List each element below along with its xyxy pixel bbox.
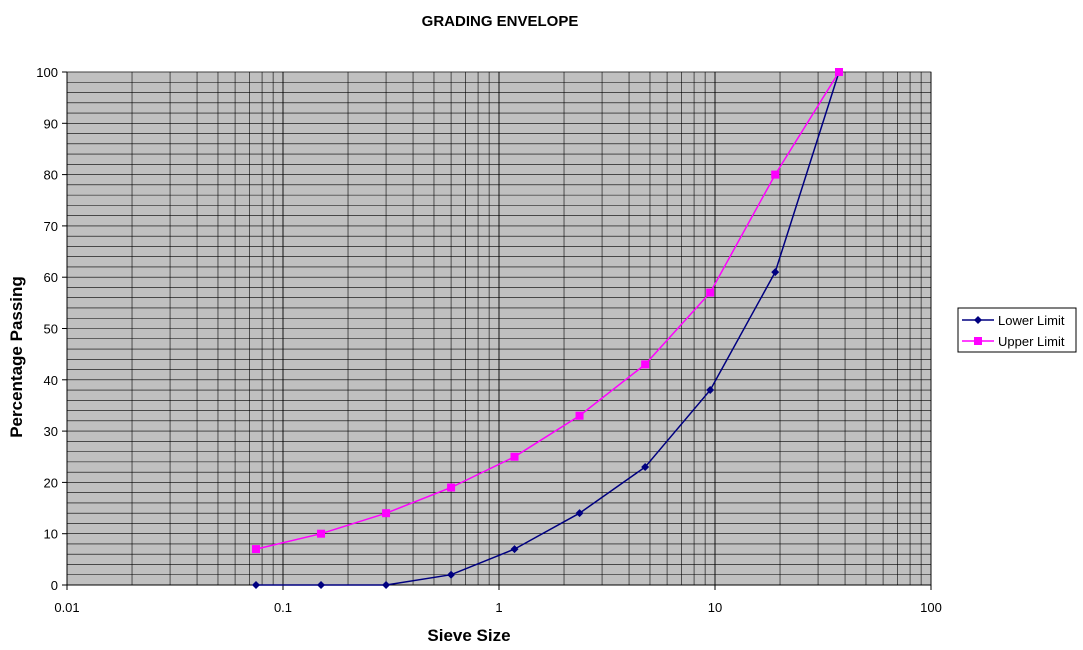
data-point-upper-limit [834, 68, 843, 76]
axis-ticks: 0 10 20 30 40 50 60 70 80 90 100 0.01 0.1 1 10 100 [36, 65, 942, 615]
legend: Lower Limit Upper Limit [957, 307, 1077, 353]
y-axis-title: Percentage Passing [7, 276, 26, 438]
y-tick-label: 20 [44, 475, 58, 490]
x-tick-label: 1 [495, 600, 502, 615]
data-point-upper-limit [771, 170, 780, 179]
legend-item-lower-limit: Lower Limit [962, 313, 1065, 328]
legend-label-upper-limit: Upper Limit [998, 334, 1065, 349]
y-tick-label: 100 [36, 65, 58, 80]
series-upper-limit [252, 68, 843, 554]
legend-marker-upper-limit [974, 337, 982, 345]
series-layer [252, 68, 843, 589]
legend-marker-lower-limit [974, 316, 982, 324]
x-tick-label: 0.1 [274, 600, 292, 615]
data-point-upper-limit [317, 529, 326, 538]
data-point-upper-limit [641, 360, 650, 369]
chart-title: GRADING ENVELOPE [422, 13, 579, 30]
series-line-lower-limit [256, 71, 840, 586]
x-tick-label: 10 [708, 600, 722, 615]
x-axis-title: Sieve Size [427, 626, 510, 645]
x-tick-label: 100 [920, 600, 942, 615]
y-tick-label: 10 [44, 527, 58, 542]
data-point-lower-limit [771, 268, 780, 277]
data-point-upper-limit [447, 483, 456, 492]
data-point-upper-limit [706, 288, 715, 297]
y-tick-label: 0 [51, 578, 58, 593]
y-tick-label: 50 [44, 322, 58, 337]
y-tick-label: 30 [44, 424, 58, 439]
legend-label-lower-limit: Lower Limit [998, 313, 1065, 328]
data-point-lower-limit [382, 581, 391, 589]
data-point-lower-limit [252, 581, 261, 589]
data-point-lower-limit [317, 581, 326, 589]
y-tick-label: 90 [44, 116, 58, 131]
data-point-lower-limit [641, 463, 650, 472]
data-point-upper-limit [252, 545, 261, 554]
legend-item-upper-limit: Upper Limit [962, 334, 1065, 349]
y-tick-label: 40 [44, 373, 58, 388]
data-point-lower-limit [575, 509, 584, 518]
x-tick-label: 0.01 [54, 600, 79, 615]
y-tick-label: 70 [44, 219, 58, 234]
data-point-lower-limit [706, 386, 715, 395]
data-point-upper-limit [510, 452, 519, 461]
y-tick-label: 60 [44, 270, 58, 285]
data-point-lower-limit [447, 570, 456, 579]
data-point-upper-limit [575, 411, 584, 420]
y-tick-label: 80 [44, 168, 58, 183]
data-point-lower-limit [510, 545, 519, 554]
series-line-upper-limit [255, 71, 840, 550]
series-lower-limit [252, 68, 843, 589]
data-point-upper-limit [382, 509, 391, 518]
